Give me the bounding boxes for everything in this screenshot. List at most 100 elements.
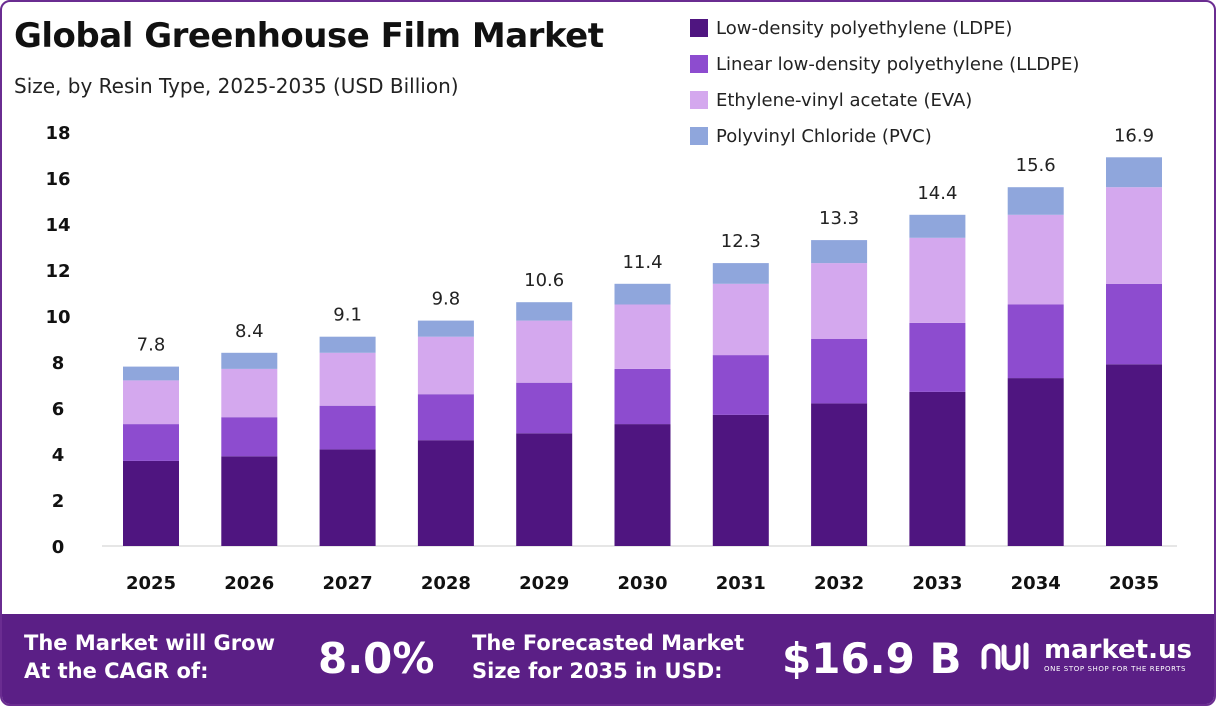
y-tick-label-16: 16 (45, 169, 70, 190)
legend-swatch-ldpe (690, 19, 708, 37)
market-us-logo-icon (981, 642, 1029, 671)
brand-tagline: ONE STOP SHOP FOR THE REPORTS (1044, 665, 1187, 673)
bar-2033-linear-low-density-polyethylene-lldpe (909, 322, 966, 392)
y-tick-label-18: 18 (45, 123, 70, 144)
bar-2026-polyvinyl-chloride-pvc (221, 352, 278, 369)
bar-2035-ethylene-vinyl-acetate-eva (1106, 187, 1162, 284)
bar-2027-linear-low-density-polyethylene-lldpe (319, 405, 376, 450)
cagr-value: 8.0% (318, 634, 435, 683)
legend-label-lldpe: Linear low-density polyethylene (LLDPE) (716, 53, 1080, 75)
x-tick-label-2030: 2030 (617, 573, 667, 594)
total-label-2029: 10.6 (524, 270, 564, 291)
bar-2032-ethylene-vinyl-acetate-eva (811, 263, 868, 339)
x-tick-label-2029: 2029 (519, 573, 569, 594)
stacked-bar-chart: 0 2 4 6 8 10 12 14 16 18 7.8 2025 8.4 2026 9.1 2027 9.8 2… (45, 123, 1177, 594)
total-label-2026: 8.4 (235, 321, 264, 342)
bar-2028-polyvinyl-chloride-pvc (417, 320, 474, 337)
forecast-value: $16.9 B (782, 634, 962, 683)
legend-item-pvc: Polyvinyl Chloride (PVC) (690, 118, 1079, 154)
bar-2025-polyvinyl-chloride-pvc (123, 366, 179, 381)
bar-2028-ethylene-vinyl-acetate-eva (417, 336, 474, 395)
bar-2033-polyvinyl-chloride-pvc (909, 214, 966, 238)
bar-2035-low-density-polyethylene-ldpe (1106, 364, 1162, 546)
y-tick-label-14: 14 (45, 215, 70, 236)
cagr-label: The Market will Grow At the CAGR of: (24, 631, 275, 683)
x-tick-label-2026: 2026 (224, 573, 274, 594)
bar-2026-linear-low-density-polyethylene-lldpe (221, 417, 278, 457)
total-label-2034: 15.6 (1016, 155, 1056, 176)
bar-2031-ethylene-vinyl-acetate-eva (712, 283, 769, 356)
total-label-2035: 16.9 (1114, 125, 1154, 146)
bar-2030-polyvinyl-chloride-pvc (614, 283, 671, 305)
brand: market.us ONE STOP SHOP FOR THE REPORTS (980, 636, 1192, 674)
y-tick-label-6: 6 (52, 399, 65, 420)
bar-2030-ethylene-vinyl-acetate-eva (614, 304, 671, 369)
legend-label-ldpe: Low-density polyethylene (LDPE) (716, 17, 1013, 39)
bar-2034-ethylene-vinyl-acetate-eva (1007, 214, 1064, 305)
chart-title: Global Greenhouse Film Market (14, 16, 604, 56)
total-label-2028: 9.8 (432, 289, 461, 310)
y-tick-label-2: 2 (52, 491, 65, 512)
x-tick-label-2032: 2032 (814, 573, 864, 594)
y-tick-label-12: 12 (45, 261, 70, 282)
y-tick-label-4: 4 (52, 445, 65, 466)
x-tick-label-2033: 2033 (912, 573, 962, 594)
brand-name: market.us (1044, 635, 1192, 665)
bar-2029-low-density-polyethylene-ldpe (516, 433, 573, 546)
bar-2027-ethylene-vinyl-acetate-eva (319, 352, 376, 406)
bar-2033-ethylene-vinyl-acetate-eva (909, 237, 966, 323)
bar-2025-low-density-polyethylene-ldpe (123, 460, 179, 546)
chart-legend: Low-density polyethylene (LDPE) Linear l… (690, 10, 1079, 154)
y-tick-label-8: 8 (52, 353, 65, 374)
bar-2026-low-density-polyethylene-ldpe (221, 456, 278, 546)
legend-swatch-eva (690, 91, 708, 109)
bar-2031-polyvinyl-chloride-pvc (712, 263, 769, 284)
bar-2032-linear-low-density-polyethylene-lldpe (811, 339, 868, 404)
y-tick-label-10: 10 (45, 307, 70, 328)
bar-2029-polyvinyl-chloride-pvc (516, 302, 573, 321)
bar-2025-ethylene-vinyl-acetate-eva (123, 380, 179, 425)
legend-swatch-lldpe (690, 55, 708, 73)
total-label-2030: 11.4 (622, 252, 662, 273)
total-label-2027: 9.1 (333, 305, 362, 326)
x-tick-label-2035: 2035 (1109, 573, 1159, 594)
bar-2028-low-density-polyethylene-ldpe (417, 440, 474, 546)
legend-item-lldpe: Linear low-density polyethylene (LLDPE) (690, 46, 1079, 82)
bar-2031-linear-low-density-polyethylene-lldpe (712, 355, 769, 415)
legend-item-ldpe: Low-density polyethylene (LDPE) (690, 10, 1079, 46)
total-label-2032: 13.3 (819, 208, 859, 229)
chart-subtitle: Size, by Resin Type, 2025-2035 (USD Bill… (14, 74, 459, 98)
bar-2030-low-density-polyethylene-ldpe (614, 424, 671, 546)
bar-2034-linear-low-density-polyethylene-lldpe (1007, 304, 1064, 379)
total-label-2031: 12.3 (721, 231, 761, 252)
bar-2035-linear-low-density-polyethylene-lldpe (1106, 283, 1162, 365)
total-label-2025: 7.8 (137, 335, 166, 356)
bar-2034-polyvinyl-chloride-pvc (1007, 187, 1064, 215)
bar-2032-low-density-polyethylene-ldpe (811, 403, 868, 546)
legend-label-pvc: Polyvinyl Chloride (PVC) (716, 125, 932, 147)
legend-item-eva: Ethylene-vinyl acetate (EVA) (690, 82, 1079, 118)
legend-label-eva: Ethylene-vinyl acetate (EVA) (716, 89, 973, 111)
x-tick-label-2027: 2027 (323, 573, 373, 594)
bar-2031-low-density-polyethylene-ldpe (712, 414, 769, 546)
bar-2035-polyvinyl-chloride-pvc (1106, 157, 1162, 188)
x-tick-label-2031: 2031 (716, 573, 766, 594)
legend-swatch-pvc (690, 127, 708, 145)
bar-2027-low-density-polyethylene-ldpe (319, 449, 376, 546)
bar-2025-linear-low-density-polyethylene-lldpe (123, 424, 179, 461)
bar-2028-linear-low-density-polyethylene-lldpe (417, 394, 474, 441)
bar-2029-ethylene-vinyl-acetate-eva (516, 320, 573, 383)
bar-2030-linear-low-density-polyethylene-lldpe (614, 368, 671, 425)
bar-2029-linear-low-density-polyethylene-lldpe (516, 382, 573, 434)
bar-2026-ethylene-vinyl-acetate-eva (221, 368, 278, 418)
x-tick-label-2025: 2025 (126, 573, 176, 594)
x-tick-label-2034: 2034 (1011, 573, 1061, 594)
total-label-2033: 14.4 (917, 183, 957, 204)
y-tick-label-0: 0 (52, 537, 65, 558)
bar-2032-polyvinyl-chloride-pvc (811, 240, 868, 264)
footer-banner: The Market will Grow At the CAGR of: 8.0… (2, 614, 1214, 704)
bar-2034-low-density-polyethylene-ldpe (1007, 378, 1064, 546)
bar-2033-low-density-polyethylene-ldpe (909, 391, 966, 546)
bar-2027-polyvinyl-chloride-pvc (319, 336, 376, 353)
